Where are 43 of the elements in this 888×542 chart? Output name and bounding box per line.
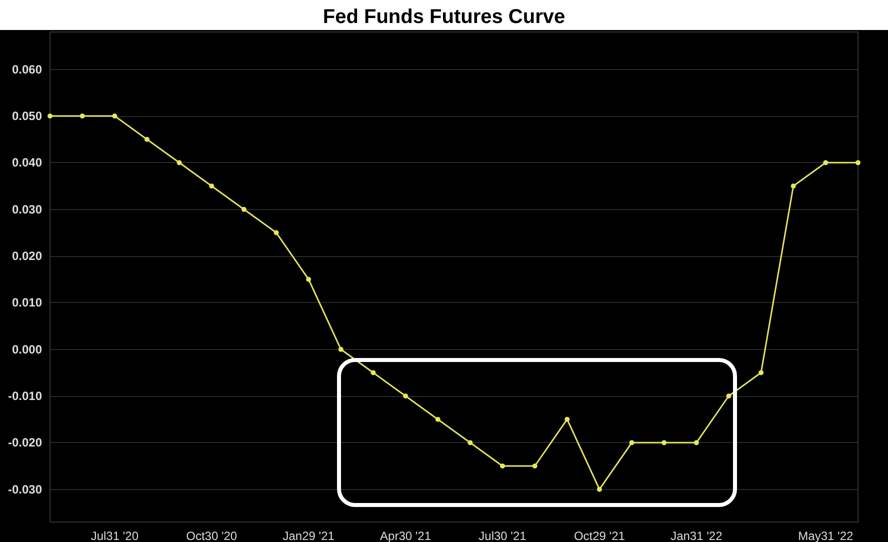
point — [338, 346, 344, 352]
point — [144, 136, 150, 142]
y-tick-label: 0.040 — [12, 156, 42, 170]
point — [758, 370, 764, 376]
y-tick-label: 0.060 — [12, 62, 42, 76]
point — [790, 184, 796, 188]
y-tick-label: -0.010 — [8, 389, 42, 403]
point — [532, 464, 538, 468]
point — [80, 114, 85, 118]
point — [564, 416, 570, 422]
x-tick-label: Jul30 '21 — [478, 529, 527, 542]
point — [726, 394, 732, 398]
y-tick-label: 0.050 — [12, 109, 42, 123]
point — [823, 160, 828, 166]
point — [48, 114, 53, 118]
point — [596, 486, 602, 492]
point — [435, 416, 440, 422]
x-tick-label: Oct30 '20 — [186, 529, 238, 542]
point — [209, 184, 214, 188]
y-tick-label: 0.000 — [12, 342, 42, 356]
y-tick-label: 0.010 — [12, 296, 42, 310]
point — [629, 440, 634, 446]
x-tick-label: Jul31 '20 — [90, 529, 139, 542]
point — [241, 206, 246, 212]
point — [403, 394, 408, 398]
y-tick-label: 0.020 — [12, 249, 42, 263]
x-tick-label: Jan29 '21 — [282, 529, 335, 542]
y-tick-label: -0.030 — [8, 482, 42, 496]
point — [176, 160, 182, 166]
point — [112, 114, 118, 118]
point — [856, 160, 860, 166]
x-tick-label: Jan31 '22 — [670, 529, 723, 542]
point — [694, 440, 699, 446]
point — [468, 440, 473, 446]
point — [662, 440, 667, 446]
y-tick-label: -0.020 — [8, 436, 42, 450]
point — [274, 230, 279, 236]
point — [306, 276, 312, 282]
point — [370, 370, 376, 376]
chart-title: Fed Funds Futures Curve — [322, 6, 566, 28]
x-tick-label: Oct29 '21 — [574, 529, 626, 542]
y-tick-label: 0.030 — [12, 202, 42, 216]
point — [500, 464, 505, 468]
